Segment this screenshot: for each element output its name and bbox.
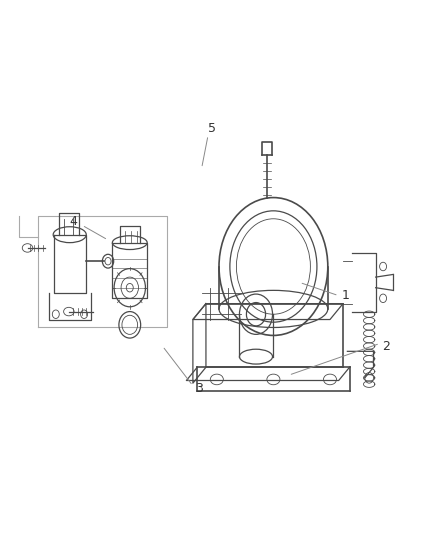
Text: 1: 1	[341, 289, 349, 302]
Text: 5: 5	[208, 122, 216, 135]
Text: 2: 2	[383, 340, 391, 352]
Text: 4: 4	[69, 215, 77, 228]
Text: 3: 3	[195, 382, 203, 395]
